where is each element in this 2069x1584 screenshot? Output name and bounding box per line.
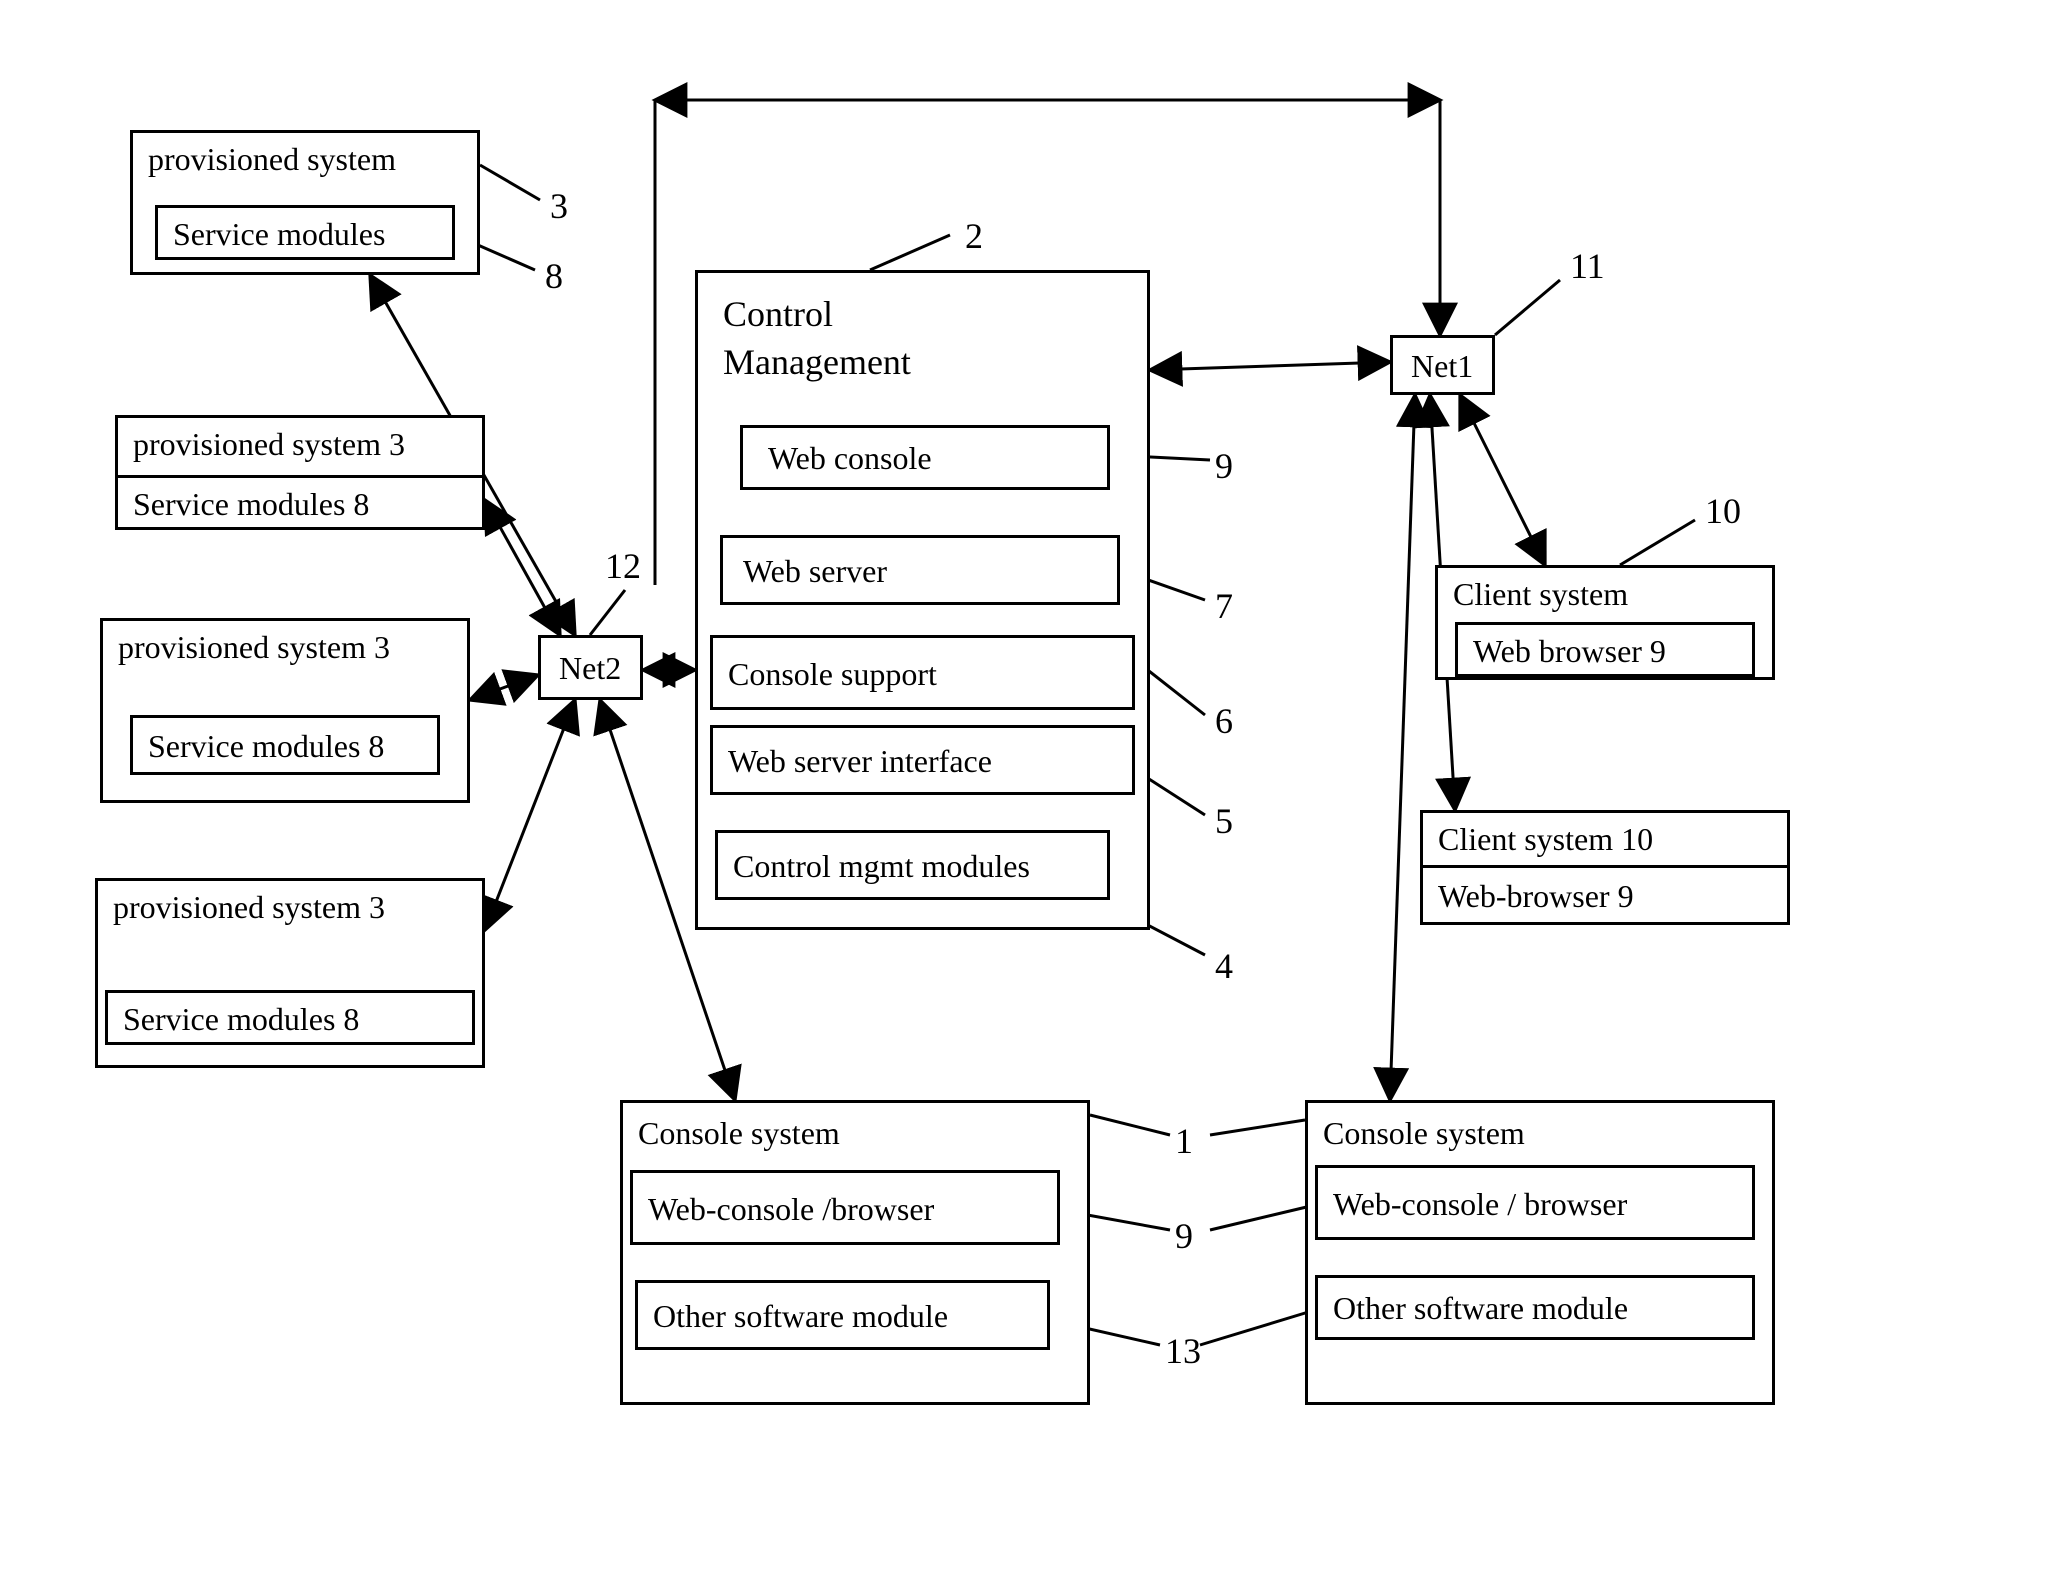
service-modules-1: Service modules: [155, 205, 455, 260]
console1-other-sw: Other software module: [635, 1280, 1050, 1350]
web-console: Web console: [740, 425, 1110, 490]
service-modules-2: Service modules 8: [115, 475, 485, 530]
net2-node: Net2: [538, 635, 643, 700]
callout-8: 8: [545, 255, 563, 297]
provisioned-system-3-title: provisioned system 3: [118, 629, 390, 666]
web-browser-2: Web-browser 9: [1420, 865, 1790, 925]
net2-label: Net2: [559, 650, 621, 687]
callout-9b: 9: [1175, 1215, 1193, 1257]
console-support: Console support: [710, 635, 1135, 710]
console1-web-console: Web-console /browser: [630, 1170, 1060, 1245]
console1-other-sw-label: Other software module: [653, 1298, 948, 1335]
service-modules-4-label: Service modules 8: [123, 1001, 359, 1038]
callout-11: 11: [1570, 245, 1605, 287]
callout-3: 3: [550, 185, 568, 227]
control-mgmt-modules-label: Control mgmt modules: [733, 848, 1030, 885]
provisioned-system-2-title: provisioned system 3: [133, 426, 405, 463]
console-system-1-title: Console system: [638, 1115, 840, 1152]
console2-web-console-label: Web-console / browser: [1333, 1186, 1627, 1223]
web-browser-1: Web browser 9: [1455, 622, 1755, 677]
web-console-label: Web console: [768, 440, 932, 477]
callout-12: 12: [605, 545, 641, 587]
console2-web-console: Web-console / browser: [1315, 1165, 1755, 1240]
callout-4: 4: [1215, 945, 1233, 987]
web-server: Web server: [720, 535, 1120, 605]
provisioned-system-1-title: provisioned system: [148, 141, 396, 178]
service-modules-4: Service modules 8: [105, 990, 475, 1045]
net1-node: Net1: [1390, 335, 1495, 395]
callout-10: 10: [1705, 490, 1741, 532]
client-system-1-title: Client system: [1453, 576, 1628, 613]
console-system-2-title: Console system: [1323, 1115, 1525, 1152]
service-modules-3-label: Service modules 8: [148, 728, 384, 765]
console-support-label: Console support: [728, 656, 937, 693]
callout-9a: 9: [1215, 445, 1233, 487]
diagram-stage: provisioned system Service modules provi…: [0, 0, 2069, 1584]
callout-1: 1: [1175, 1120, 1193, 1162]
callout-5: 5: [1215, 800, 1233, 842]
callout-7: 7: [1215, 585, 1233, 627]
provisioned-system-3: provisioned system 3: [100, 618, 470, 803]
service-modules-2-label: Service modules 8: [133, 486, 369, 523]
control-title-1: Control: [723, 293, 833, 335]
service-modules-3: Service modules 8: [130, 715, 440, 775]
provisioned-system-4-title: provisioned system 3: [113, 889, 385, 926]
console-system-2: Console system: [1305, 1100, 1775, 1405]
net1-label: Net1: [1411, 348, 1473, 385]
console2-other-sw-label: Other software module: [1333, 1290, 1628, 1327]
console-system-1: Console system: [620, 1100, 1090, 1405]
web-browser-1-label: Web browser 9: [1473, 633, 1666, 670]
callout-6: 6: [1215, 700, 1233, 742]
web-browser-2-label: Web-browser 9: [1438, 878, 1634, 915]
web-server-interface-label: Web server interface: [728, 743, 992, 780]
control-title-2: Management: [723, 341, 911, 383]
callout-13: 13: [1165, 1330, 1201, 1372]
web-server-label: Web server: [743, 553, 887, 590]
control-mgmt-modules: Control mgmt modules: [715, 830, 1110, 900]
callout-2: 2: [965, 215, 983, 257]
console1-web-console-label: Web-console /browser: [648, 1191, 934, 1228]
web-server-interface: Web server interface: [710, 725, 1135, 795]
console2-other-sw: Other software module: [1315, 1275, 1755, 1340]
service-modules-1-label: Service modules: [173, 216, 385, 253]
client-system-2-title: Client system 10: [1438, 821, 1653, 858]
